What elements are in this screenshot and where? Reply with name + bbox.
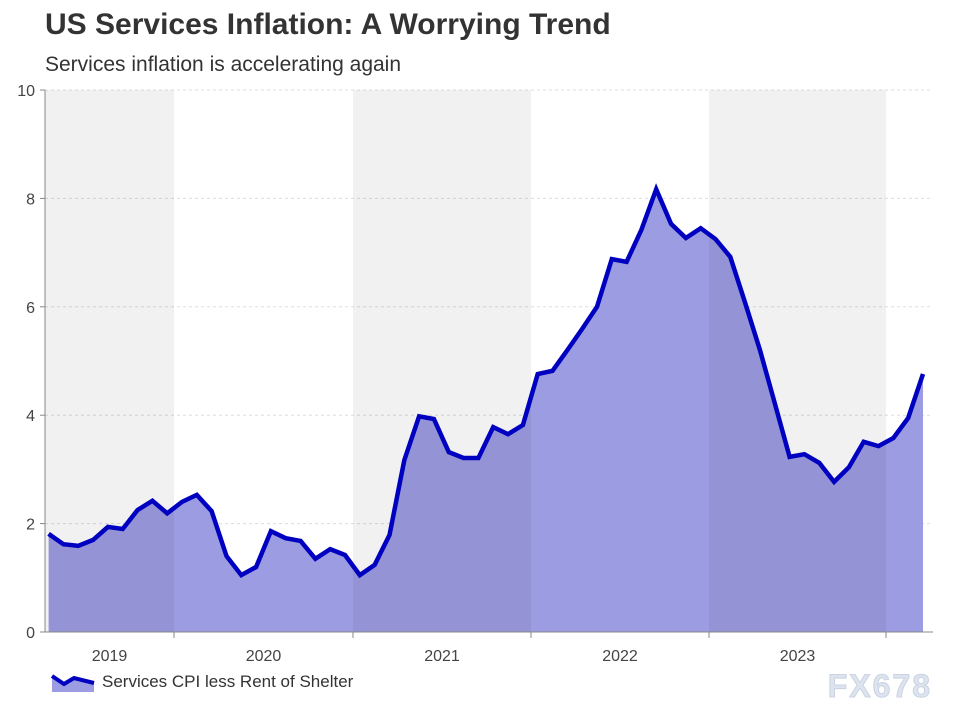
y-tick-label: 0 [26,625,35,642]
x-tick-label: 2023 [780,648,816,665]
y-tick-label: 6 [26,300,35,317]
year-band [709,90,886,632]
watermark-logo: FX678 [827,668,932,705]
x-tick-label: 2022 [602,648,638,665]
x-tick-label: 2019 [92,648,128,665]
legend-label: Services CPI less Rent of Shelter [102,672,354,691]
year-band [353,90,531,632]
y-tick-label: 8 [26,191,35,208]
year-band [45,90,174,632]
chart-title: US Services Inflation: A Worrying Trend [45,8,611,41]
x-tick-label: 2020 [246,648,282,665]
chart-subtitle: Services inflation is accelerating again [45,53,402,76]
x-tick-label: 2021 [424,648,460,665]
legend[interactable]: Services CPI less Rent of Shelter [50,672,353,692]
series-area [48,189,924,632]
legend-area-icon [50,674,95,692]
series-line [47,183,926,579]
y-tick-label: 4 [26,408,35,425]
y-tick-label: 10 [17,83,35,100]
y-tick-label: 2 [26,517,35,534]
